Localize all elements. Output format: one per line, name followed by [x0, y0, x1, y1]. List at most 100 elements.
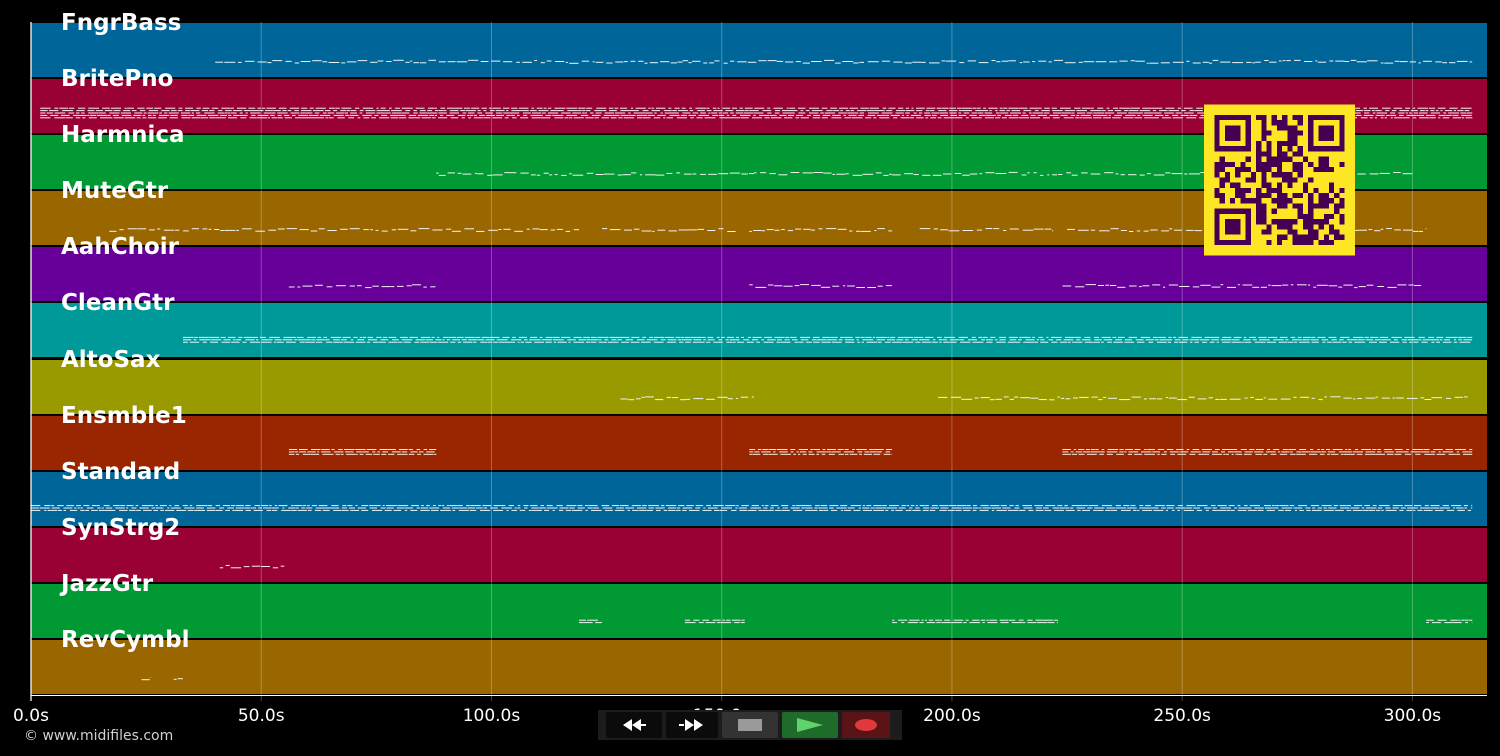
track-lane-aahchoir[interactable]: [31, 247, 1487, 302]
note: [675, 336, 680, 338]
note: [357, 60, 368, 62]
note: [1076, 507, 1086, 509]
note: [1311, 397, 1315, 399]
note: [437, 336, 440, 338]
note: [1406, 509, 1413, 511]
note: [706, 110, 712, 112]
note: [495, 110, 505, 112]
play-button[interactable]: [782, 712, 838, 738]
track-lane-altosax[interactable]: [31, 359, 1487, 414]
note: [870, 507, 875, 509]
note: [754, 107, 765, 109]
note: [404, 507, 414, 509]
note: [1129, 110, 1139, 112]
qr-code-icon[interactable]: [1204, 104, 1355, 256]
note: [438, 112, 447, 114]
note: [1220, 61, 1231, 63]
note: [834, 336, 838, 338]
note: [578, 110, 582, 112]
note: [468, 112, 475, 114]
note: [1437, 619, 1447, 621]
note: [492, 174, 503, 176]
track-name: FngrBass: [61, 10, 182, 36]
note: [1456, 60, 1468, 62]
note: [1453, 339, 1457, 341]
fast-forward-button[interactable]: [666, 712, 718, 738]
note: [1144, 449, 1147, 450]
track-lane-ensmble1[interactable]: [31, 415, 1487, 470]
note: [66, 505, 75, 507]
note: [451, 230, 461, 232]
note: [591, 114, 601, 116]
note: [727, 231, 736, 232]
note: [1466, 112, 1473, 114]
note: [1064, 62, 1076, 64]
note: [421, 117, 432, 119]
note: [380, 339, 389, 341]
record-button[interactable]: [842, 712, 890, 738]
track-lane-revcymbl[interactable]: [31, 639, 1487, 694]
note: [344, 449, 355, 450]
track-lane-synstrg2[interactable]: [31, 527, 1487, 582]
note: [686, 398, 690, 400]
note: [735, 112, 744, 114]
note: [1462, 451, 1468, 453]
note: [350, 339, 354, 341]
rewind-button[interactable]: [606, 712, 662, 738]
note: [1086, 453, 1097, 455]
note: [232, 339, 236, 341]
note: [464, 228, 475, 230]
note: [1018, 619, 1024, 621]
note: [688, 114, 697, 116]
note: [488, 229, 498, 231]
note: [1436, 336, 1444, 338]
note: [939, 505, 949, 507]
note: [587, 619, 598, 621]
note: [949, 107, 956, 109]
note: [376, 112, 385, 114]
note: [500, 505, 506, 507]
note: [1205, 509, 1209, 511]
note: [511, 110, 522, 112]
note: [113, 110, 121, 112]
note: [273, 110, 281, 112]
note: [936, 107, 942, 109]
note: [1448, 112, 1460, 114]
note: [283, 336, 286, 338]
note: [1403, 229, 1413, 231]
stop-button[interactable]: [722, 712, 778, 738]
note: [1023, 341, 1033, 343]
note: [886, 507, 898, 509]
note: [1352, 451, 1364, 453]
note: [1128, 174, 1137, 176]
note: [578, 107, 586, 109]
note: [270, 114, 275, 116]
note: [119, 229, 124, 231]
note: [390, 286, 395, 288]
track-lane-standard[interactable]: [31, 471, 1487, 526]
note: [619, 336, 630, 338]
note: [666, 117, 673, 119]
note: [1379, 336, 1389, 338]
note: [821, 117, 828, 119]
track-lane-jazzgtr[interactable]: [31, 583, 1487, 638]
track-lane-cleangtr[interactable]: [31, 303, 1487, 358]
note: [840, 110, 843, 112]
note: [464, 107, 471, 109]
note: [1075, 451, 1083, 453]
note: [867, 114, 876, 116]
track-lane-fngrbass[interactable]: [31, 23, 1487, 78]
note: [1085, 284, 1096, 286]
note: [999, 619, 1009, 621]
note: [1106, 451, 1118, 453]
note: [120, 112, 131, 114]
note: [1200, 284, 1211, 286]
note: [404, 509, 408, 511]
note: [196, 505, 207, 507]
note: [1014, 396, 1019, 398]
note: [1231, 453, 1234, 455]
note: [1322, 341, 1326, 343]
note: [333, 341, 343, 343]
note: [97, 507, 101, 509]
note: [1299, 509, 1304, 511]
